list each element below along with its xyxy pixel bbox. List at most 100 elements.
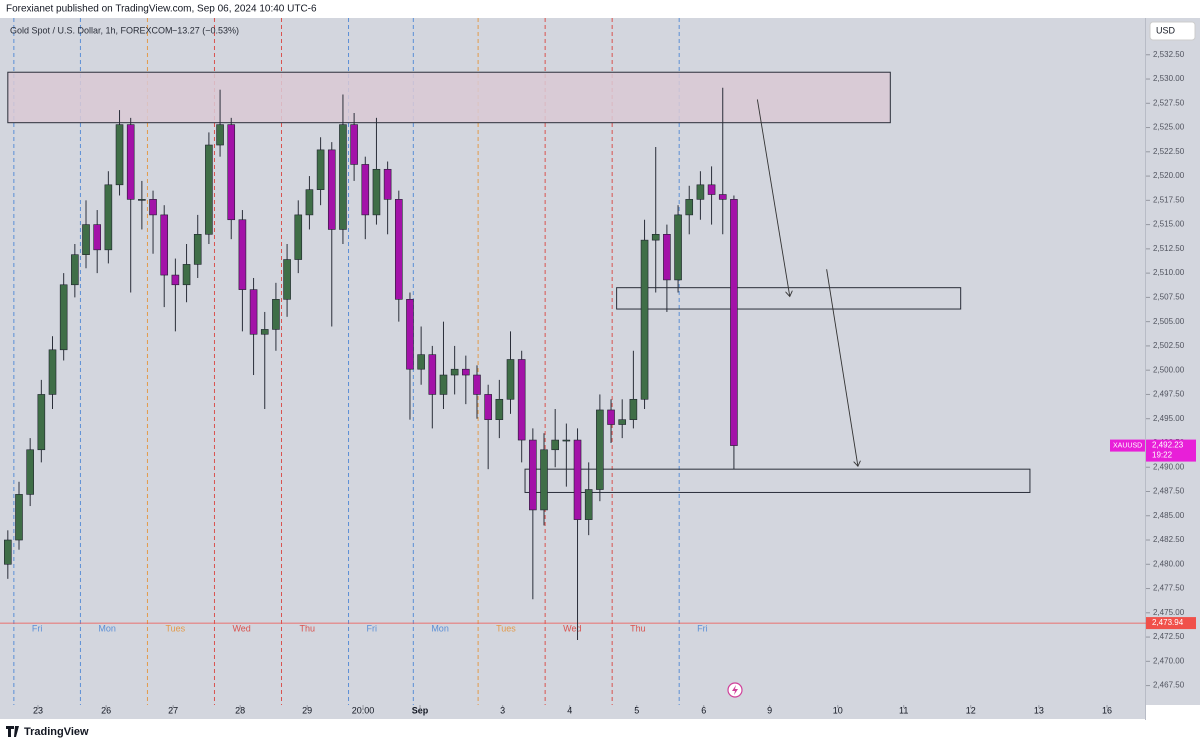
- candle-body: [272, 299, 280, 330]
- candle-body: [473, 374, 481, 395]
- y-tick-label: 2,477.50: [1153, 584, 1185, 593]
- candle-body: [316, 149, 325, 190]
- session-label: Wed: [232, 623, 250, 633]
- candle-body: [305, 189, 314, 216]
- candle-body: [249, 289, 258, 335]
- candle-body: [260, 329, 269, 335]
- candle-body: [584, 489, 593, 520]
- x-tick-label: 28: [235, 705, 245, 715]
- y-tick-label: 2,490.00: [1153, 462, 1185, 471]
- session-label: Thu: [300, 623, 316, 633]
- candle-body: [37, 394, 46, 451]
- y-tick-label: 2,495.00: [1153, 414, 1185, 423]
- y-tick-label: 2,487.50: [1153, 487, 1185, 496]
- candle-body: [126, 124, 135, 200]
- session-label: Mon: [431, 623, 449, 633]
- reference-price-box: [1146, 617, 1196, 630]
- candle-body: [640, 239, 649, 400]
- candle-body: [26, 449, 34, 495]
- y-tick-label: 2,517.50: [1153, 195, 1185, 204]
- layers: Fri Mon Tues Wed Thu Fri Mon Tues Wed Thu Fri 2,467…: [0, 18, 1185, 715]
- candle-body: [406, 299, 414, 370]
- x-tick-label: 3: [500, 705, 505, 715]
- candle-body: [227, 124, 236, 221]
- x-tick-label: 5: [634, 705, 639, 715]
- y-tick-label: 2,482.50: [1153, 535, 1185, 544]
- reference-price-label: 2,473.94: [1152, 618, 1184, 627]
- session-label: Fri: [367, 623, 378, 633]
- currency[interactable]: USD: [1156, 25, 1176, 35]
- x-tick-label: 23: [33, 705, 43, 715]
- x-tick-label: 20:00: [352, 705, 375, 715]
- candle-body: [171, 274, 180, 286]
- session-label: Tues: [165, 623, 185, 633]
- candle-body: [294, 214, 303, 260]
- x-tick-label: 4: [567, 705, 572, 715]
- candle-body: [730, 199, 738, 446]
- candle-body: [618, 419, 627, 425]
- candle-body: [529, 439, 537, 511]
- countdown: 19:22: [1152, 451, 1173, 460]
- arrow: [826, 269, 858, 466]
- y-tick-label: 2,475.00: [1153, 608, 1185, 617]
- y-tick-label: 2,532.50: [1153, 50, 1185, 59]
- candle-body: [193, 234, 202, 265]
- x-tick-label: 9: [767, 705, 772, 715]
- candle-body: [138, 199, 146, 201]
- candle-body: [674, 214, 682, 281]
- plot-background: [0, 18, 1145, 705]
- candle-body: [4, 539, 12, 565]
- arrow: [756, 99, 789, 296]
- candle-body: [283, 259, 291, 300]
- x-tick-label: 26: [101, 705, 111, 715]
- candle-body: [350, 124, 358, 165]
- y-tick-label: 2,480.00: [1153, 559, 1185, 568]
- y-tick-label: 2,522.50: [1153, 147, 1185, 156]
- candle-body: [71, 254, 79, 286]
- candle-body: [327, 149, 336, 230]
- candle-body: [663, 234, 671, 281]
- candle-body: [104, 184, 113, 251]
- candle-body: [450, 368, 459, 376]
- y-tick-label: 2,505.00: [1153, 317, 1185, 326]
- x-tick-label: 6: [701, 705, 706, 715]
- currency-box[interactable]: [1149, 21, 1196, 41]
- candle-body: [216, 124, 224, 146]
- candle-body: [372, 168, 381, 216]
- candle-body: [82, 224, 90, 255]
- candle-body: [93, 224, 101, 251]
- candle-body: [629, 398, 638, 420]
- y-tick-label: 2,510.00: [1153, 268, 1185, 277]
- zone: [7, 71, 891, 124]
- x-tick-label: 27: [168, 705, 178, 715]
- price-axis-background: [1146, 18, 1200, 705]
- x-tick-label: Sep: [412, 705, 429, 715]
- candle-body: [160, 214, 169, 276]
- y-tick-label: 2,527.50: [1153, 98, 1185, 107]
- candle-body: [596, 409, 604, 490]
- y-tick-label: 2,512.50: [1153, 244, 1185, 253]
- candle-body: [15, 494, 23, 541]
- candle-body: [651, 234, 660, 241]
- candle-body: [462, 368, 470, 376]
- candle-body: [696, 184, 705, 200]
- tv-logo: [6, 726, 19, 737]
- candle-body: [59, 284, 68, 351]
- candle-body: [551, 439, 559, 451]
- symbol-title: Gold Spot / U.S. Dollar, 1h, FOREXCOM: [10, 25, 173, 35]
- y-tick-label: 2,515.00: [1153, 220, 1185, 229]
- y-tick-label: 2,502.50: [1153, 341, 1185, 350]
- candle-body: [517, 359, 526, 441]
- y-tick-label: 2,530.00: [1153, 74, 1185, 83]
- event-icon-bolt: [732, 685, 738, 695]
- session-label: Thu: [630, 623, 646, 633]
- y-tick-label: 2,467.50: [1153, 681, 1185, 690]
- candle-body: [383, 168, 392, 200]
- candle-body: [339, 124, 347, 230]
- y-tick-label: 2,507.50: [1153, 292, 1185, 301]
- last-price-box: [1146, 439, 1196, 462]
- candle-body: [506, 359, 515, 400]
- y-tick-label: 2,485.00: [1153, 511, 1185, 520]
- candle-body: [718, 194, 727, 200]
